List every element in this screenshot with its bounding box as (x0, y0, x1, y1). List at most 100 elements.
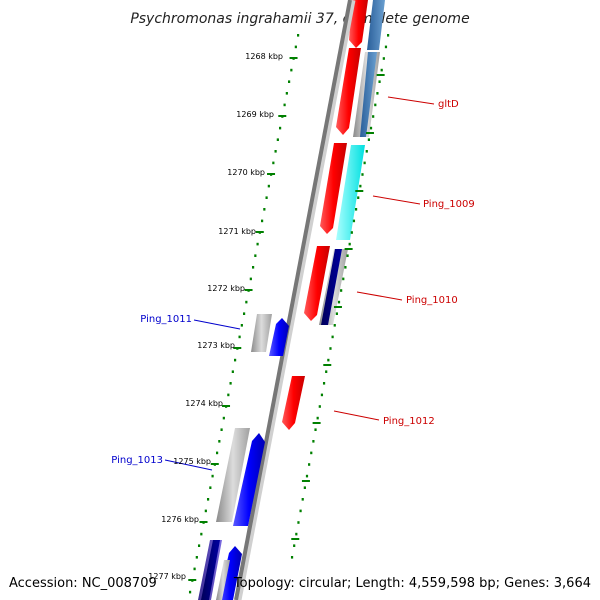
ruler-dot-outer (348, 242, 351, 246)
ruler-dot (238, 335, 241, 339)
ruler-dot-outer (312, 440, 315, 443)
tick-label: 1270 kbp (227, 168, 265, 177)
ruler-dot (229, 382, 232, 385)
ruler-dot-outer (382, 57, 385, 60)
ruler-dot-outer (308, 463, 311, 466)
ruler-dot (206, 498, 210, 501)
ruler-dot (215, 451, 219, 455)
ruler-dot (251, 266, 255, 269)
ruler-dot-outer (301, 498, 304, 501)
ruler-dot-outer (335, 312, 338, 315)
cds-forward-ping1011 (269, 318, 289, 356)
label-line-ping1013 (164, 459, 213, 471)
ruler-dot (297, 34, 300, 37)
gene-labels: gltD Ping_1009 Ping_1010 Ping_1012 Ping_… (111, 99, 474, 466)
tick-label: 1274 kbp (185, 399, 223, 408)
ruler-dot (240, 324, 243, 327)
cds-navy-ping1010 (321, 249, 342, 325)
ruler-dot (283, 103, 286, 107)
ruler-dot (209, 486, 212, 489)
ruler-dot (287, 80, 291, 83)
gene-label-ping1012: Ping_1012 (383, 416, 435, 427)
cds-reverse-gltD (336, 48, 361, 135)
ruler-dot (233, 358, 237, 362)
ruler-dot (256, 242, 259, 246)
ruler-dot-outer (384, 45, 388, 49)
ruler-dot (222, 416, 225, 420)
gene-label-ping1009: Ping_1009 (423, 199, 475, 210)
ruler-dot-outer (314, 428, 317, 431)
cds-steel-gltD (360, 52, 377, 137)
ruler-dot-outer (331, 335, 334, 339)
ruler-dot (200, 532, 203, 536)
ruler-dot-outer (357, 196, 360, 199)
ruler-dot-outer (363, 161, 366, 165)
label-line-ping1009 (372, 195, 421, 205)
gene-label-ping1011: Ping_1011 (140, 314, 192, 325)
ruler-dot-outer (329, 347, 332, 350)
ruler-dot-outer (372, 115, 375, 118)
label-line-ping1012 (333, 410, 380, 421)
tick-labels: 1268 kbp 1269 kbp 1270 kbp 1271 kbp 1272… (148, 52, 283, 581)
accession-text: Accession: NC_008709 (9, 576, 157, 591)
ruler-dot (294, 45, 297, 49)
ruler-dot (249, 277, 252, 281)
ruler-dot (265, 196, 268, 199)
map-title: Psychromonas ingrahamii 37, complete gen… (130, 11, 469, 27)
ruler-dot-outer (387, 34, 390, 37)
tick-label: 1272 kbp (207, 284, 245, 293)
tick-label: 1277 kbp (148, 572, 186, 581)
cds-reverse-gltD-top (349, 0, 368, 48)
ruler-dot-outer (367, 138, 370, 141)
ruler-dot-outer (310, 451, 313, 455)
ruler-dot-outer (365, 150, 368, 153)
ruler-dot-outer (369, 126, 373, 130)
ruler-dot (263, 208, 266, 211)
ruler-dot-outer (325, 370, 328, 373)
ruler-dot-outer (290, 556, 294, 559)
tick-label: 1271 kbp (218, 227, 256, 236)
ruler-dot-outer (320, 393, 324, 397)
ruler-dot-outer (318, 405, 321, 408)
ruler-dot-outer (359, 184, 362, 188)
ruler-dot-outer (327, 358, 330, 362)
tick-label: 1273 kbp (197, 341, 235, 350)
ruler-dot (290, 68, 293, 72)
ruler-dot (204, 509, 207, 513)
ruler-dot-outer (344, 266, 347, 269)
forward-strand-features (198, 314, 289, 600)
ruler-dot-outer (293, 544, 296, 547)
label-line-gltD (387, 96, 435, 105)
ruler-dot-outer (352, 219, 356, 223)
ruler-dot (188, 590, 192, 594)
ruler-dot (245, 300, 248, 304)
ruler-dot (267, 184, 270, 188)
cds-reverse-ping1009 (320, 143, 347, 234)
ruler-dot-outer (303, 486, 306, 489)
ruler-dot-outer (295, 532, 298, 536)
ruler-dot-outer (376, 92, 379, 95)
gene-label-ping1010: Ping_1010 (406, 295, 458, 306)
ruler-dot (278, 126, 282, 130)
topology-text: Topology: circular; Length: 4,559,598 bp… (233, 576, 591, 591)
ruler-dot-outer (342, 277, 345, 281)
ruler-dot-outer (305, 474, 309, 478)
cds-reverse-ping1010 (304, 246, 330, 321)
ruler-dot-outer (322, 382, 326, 385)
ruler-dot (211, 474, 214, 478)
ruler-dot-outer (333, 324, 336, 327)
label-line-ping1011 (193, 319, 241, 330)
ruler-dot-outer (374, 103, 377, 107)
ruler-dot-outer (316, 416, 319, 420)
ruler-dot-outer (378, 80, 381, 83)
tick-label: 1269 kbp (236, 110, 274, 119)
gc-track-ping1011 (251, 314, 272, 352)
gc-track-ping1013 (216, 428, 250, 522)
gene-label-gltD: gltD (438, 99, 459, 110)
label-line-ping1010 (356, 291, 403, 301)
ruler-dot (231, 370, 234, 373)
ruler-dot (195, 556, 198, 559)
cds-steel-top (367, 0, 385, 50)
ruler-dot-outer (299, 509, 302, 513)
